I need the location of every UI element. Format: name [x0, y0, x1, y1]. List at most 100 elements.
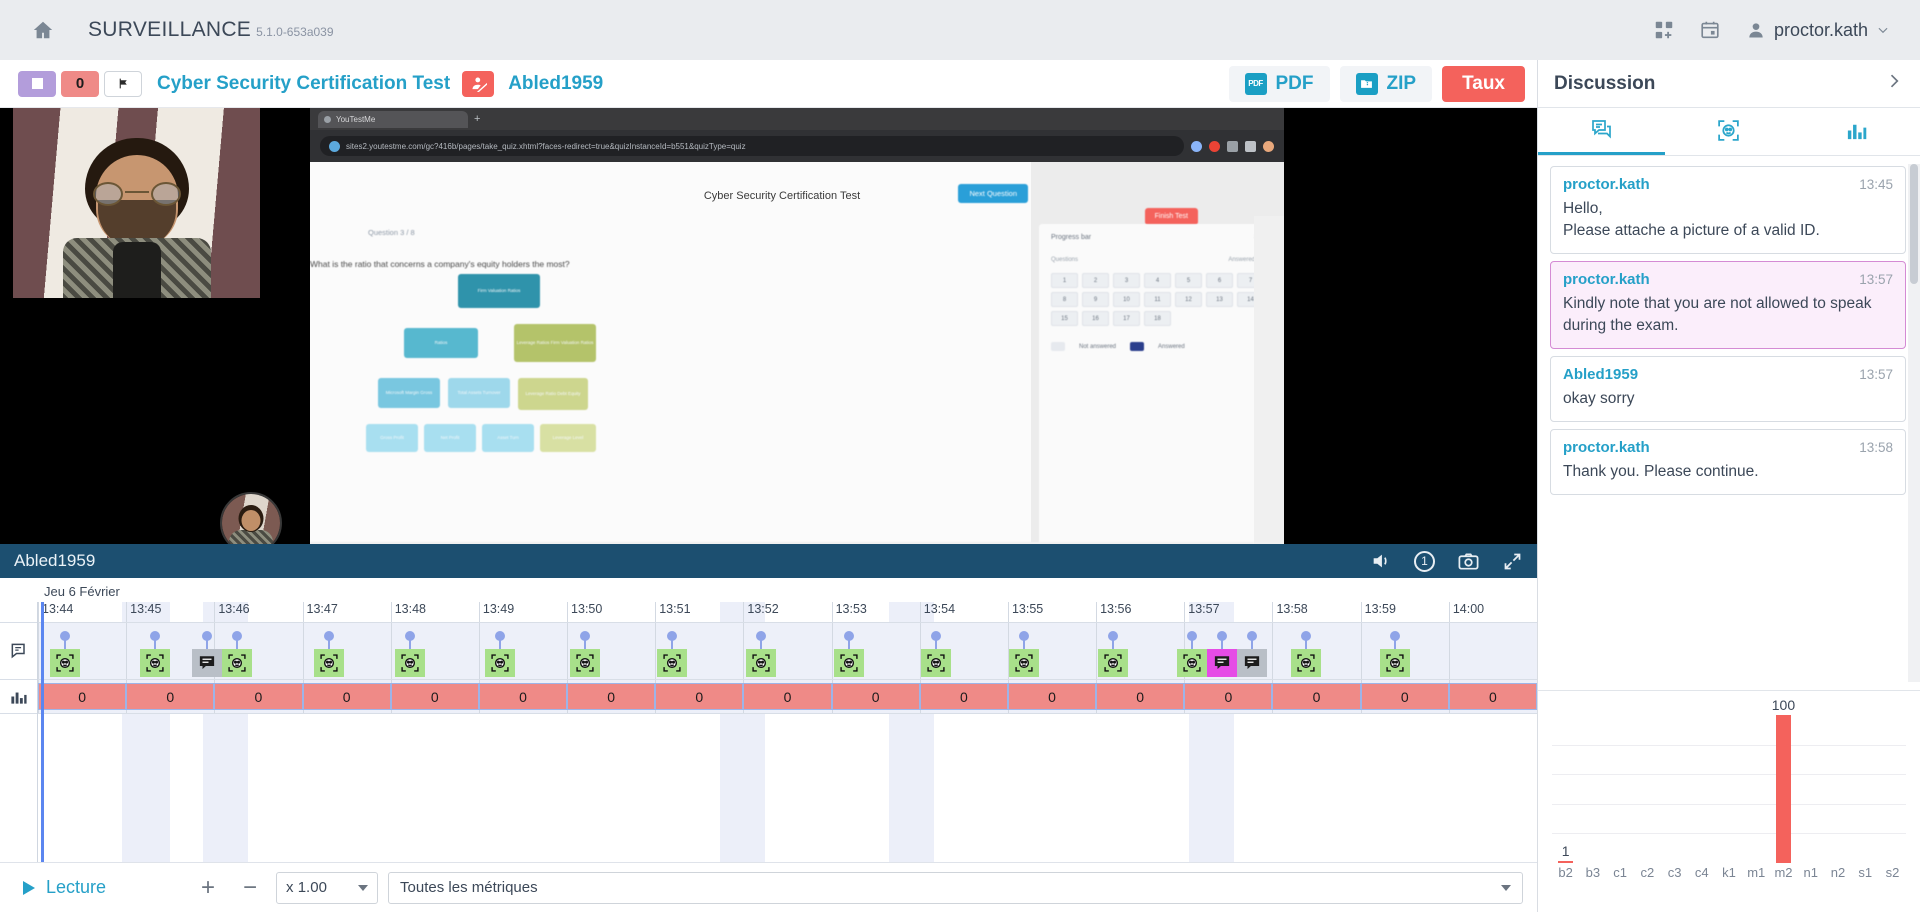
event-dot: [580, 631, 591, 641]
timeline-event-group[interactable]: [920, 631, 951, 677]
message-item[interactable]: proctor.kath 13:45 Hello, Please attache a…: [1550, 166, 1906, 254]
metric-cell[interactable]: 0: [743, 683, 832, 710]
face-scan-icon[interactable]: [657, 649, 688, 677]
face-scan-icon[interactable]: [49, 649, 80, 677]
message-time: 13:45: [1859, 177, 1893, 192]
face-scan-icon[interactable]: [745, 649, 776, 677]
timeline-event-group[interactable]: [570, 631, 601, 677]
message-list[interactable]: proctor.kath 13:45 Hello, Please attache a…: [1538, 156, 1920, 690]
face-scan-icon[interactable]: [394, 649, 425, 677]
expand-icon[interactable]: [1502, 551, 1523, 572]
chart-bar[interactable]: [1775, 715, 1792, 863]
tab-identity[interactable]: [1665, 108, 1792, 155]
timeline-event-group[interactable]: [1009, 631, 1040, 677]
event-stalk-line: [153, 640, 156, 649]
message-scrollbar-thumb[interactable]: [1910, 164, 1918, 284]
metric-cell[interactable]: 0: [1272, 683, 1361, 710]
tab-statistics[interactable]: [1793, 108, 1920, 155]
event-stalk: [1177, 631, 1207, 649]
event-stalk-line: [1393, 640, 1396, 649]
stop-session-button[interactable]: [18, 70, 56, 97]
message-item[interactable]: Abled1959 13:57 okay sorry: [1550, 356, 1906, 422]
stream-number-badge[interactable]: 1: [1414, 550, 1435, 572]
chart-gridline: [1552, 803, 1906, 805]
user-menu[interactable]: proctor.kath: [1746, 20, 1894, 41]
face-scan-icon[interactable]: [1177, 649, 1208, 677]
metric-cell[interactable]: 0: [478, 683, 568, 710]
metric-filter-select[interactable]: Toutes les métriques: [388, 871, 1523, 904]
camera-icon[interactable]: [1457, 550, 1480, 573]
flag-button[interactable]: [104, 70, 142, 97]
chat-icon[interactable]: [192, 649, 223, 677]
playback-speed-select[interactable]: x 1.00: [276, 871, 379, 904]
face-scan-icon[interactable]: [1009, 649, 1040, 677]
video-playback-area[interactable]: YouTestMe + sites2.youtestme.com/gc?416b…: [0, 108, 1537, 578]
face-scan-icon[interactable]: [833, 649, 864, 677]
timeline-event-group[interactable]: [1291, 631, 1322, 677]
metric-cell[interactable]: 0: [567, 683, 656, 710]
timeline-event-group[interactable]: [484, 631, 515, 677]
face-scan-icon[interactable]: [570, 649, 601, 677]
metric-cell[interactable]: 0: [1448, 683, 1537, 710]
chat-icon[interactable]: [1237, 649, 1268, 677]
volume-icon[interactable]: [1370, 550, 1392, 572]
metric-cell[interactable]: 0: [655, 683, 744, 710]
timeline-playhead[interactable]: [40, 602, 44, 862]
metric-cell[interactable]: 0: [1096, 683, 1185, 710]
metric-cell[interactable]: 0: [302, 683, 391, 710]
export-pdf-button[interactable]: PDF PDF: [1228, 65, 1330, 102]
zoom-in-button[interactable]: +: [201, 873, 216, 901]
metric-cell[interactable]: 0: [214, 683, 303, 710]
face-scan-icon[interactable]: [920, 649, 951, 677]
calendar-icon[interactable]: [1690, 10, 1730, 50]
message-scrollbar-track[interactable]: [1908, 164, 1920, 682]
message-item[interactable]: proctor.kath 13:57 Kindly note that you ar…: [1550, 261, 1906, 349]
alert-count-badge[interactable]: 0: [61, 70, 99, 97]
timeline-event-group[interactable]: [833, 631, 864, 677]
face-scan-icon[interactable]: [222, 649, 253, 677]
metric-cell[interactable]: 0: [1360, 683, 1449, 710]
zoom-out-button[interactable]: −: [243, 873, 258, 901]
timeline-event-group[interactable]: [192, 631, 253, 677]
play-button[interactable]: Lecture: [22, 877, 106, 898]
rate-button[interactable]: Taux: [1442, 65, 1525, 102]
face-scan-icon[interactable]: [1379, 649, 1410, 677]
face-scan-icon[interactable]: [484, 649, 515, 677]
face-scan-icon[interactable]: [1097, 649, 1128, 677]
chevron-right-icon[interactable]: [1884, 71, 1904, 96]
browser-tab: YouTestMe: [318, 110, 468, 128]
browser-scrollbar[interactable]: [1254, 216, 1284, 578]
metric-cell[interactable]: 0: [390, 683, 479, 710]
face-scan-icon[interactable]: [313, 649, 344, 677]
timeline-event-group[interactable]: [1177, 631, 1268, 677]
grid-plus-icon[interactable]: [1644, 10, 1684, 50]
timeline-event-group[interactable]: [49, 631, 80, 677]
timeline-events-row[interactable]: [38, 622, 1537, 680]
metric-cell[interactable]: 0: [1184, 683, 1273, 710]
face-scan-icon[interactable]: [139, 649, 170, 677]
timeline-event-group[interactable]: [139, 631, 170, 677]
metric-cell[interactable]: 0: [831, 683, 920, 710]
timeline-event-group[interactable]: [657, 631, 688, 677]
event-dot: [1187, 631, 1198, 641]
metric-cell[interactable]: 0: [919, 683, 1008, 710]
metric-cell[interactable]: 0: [1007, 683, 1097, 710]
timeline-event-group[interactable]: [394, 631, 425, 677]
export-zip-button[interactable]: ZIP: [1339, 65, 1433, 102]
message-item[interactable]: proctor.kath 13:58 Thank you. Please conti…: [1550, 429, 1906, 495]
timeline-event-group[interactable]: [1379, 631, 1410, 677]
chart-bar[interactable]: [1557, 860, 1574, 863]
face-scan-icon[interactable]: [1291, 649, 1322, 677]
timeline-track[interactable]: 13:44 13:45 13:46 13:47 13:48 13:49 13:50 13:51…: [38, 602, 1537, 862]
timeline-event-group[interactable]: [313, 631, 344, 677]
timeline-event-group[interactable]: [1097, 631, 1128, 677]
home-icon[interactable]: [26, 13, 60, 47]
tab-chat[interactable]: [1538, 108, 1666, 155]
chat-icon[interactable]: [1207, 649, 1238, 677]
timeline-gridline: [831, 602, 833, 622]
timeline-event-group[interactable]: [745, 631, 776, 677]
person-muted-icon[interactable]: [462, 70, 495, 97]
metric-cell[interactable]: 0: [38, 683, 127, 710]
metric-cell[interactable]: 0: [126, 683, 215, 710]
